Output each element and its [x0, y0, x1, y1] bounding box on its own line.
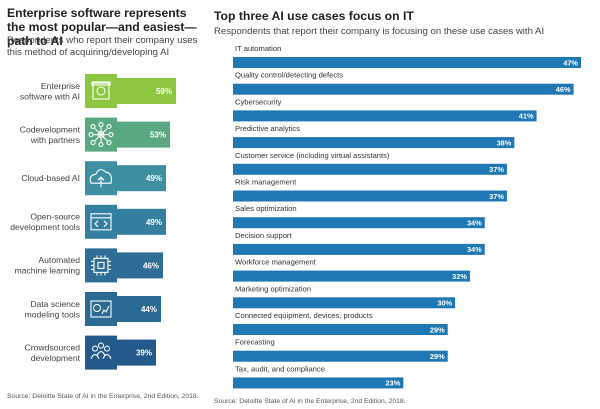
category-label: Risk management — [235, 178, 297, 187]
right-chart-subtitle: Respondents that report their company is… — [214, 26, 545, 37]
category-label: Forecasting — [235, 338, 275, 347]
bar — [233, 324, 448, 335]
category-label: Crowdsourced development — [25, 342, 81, 363]
processor-chip-icon — [85, 248, 117, 283]
bar — [233, 297, 456, 309]
value-label: 49% — [146, 218, 162, 227]
bar — [117, 339, 156, 366]
bar — [233, 377, 404, 389]
category-label: Marketing optimization — [235, 284, 311, 293]
bar — [117, 252, 163, 279]
category-label: Enterprise software with AI — [20, 81, 80, 102]
value-label: 59% — [156, 87, 172, 96]
value-label: 37% — [489, 165, 504, 174]
value-label: 46% — [143, 261, 159, 270]
left-chart-title: Enterprise software represents the most … — [7, 6, 197, 48]
bar — [233, 163, 507, 175]
category-label: Quality control/detecting defects — [235, 71, 343, 80]
value-label: 41% — [519, 112, 534, 121]
category-label: Cloud-based AI — [21, 173, 80, 183]
category-label: Workforce management — [235, 258, 317, 267]
category-label: Automated machine learning — [15, 255, 81, 276]
category-label: Sales optimization — [235, 204, 297, 213]
software-chip-icon — [85, 74, 117, 108]
bar — [117, 296, 161, 322]
bar — [117, 78, 176, 104]
value-label: 49% — [146, 174, 162, 183]
value-label: 38% — [497, 138, 512, 147]
category-label: IT automation — [235, 44, 281, 53]
value-label: 30% — [437, 299, 452, 308]
bar — [233, 83, 574, 95]
crowd-people-icon — [85, 335, 117, 370]
bar — [233, 57, 581, 68]
value-label: 23% — [386, 379, 401, 388]
category-label: Customer service (including virtual assi… — [235, 151, 390, 160]
bar — [117, 121, 170, 148]
category-label: Connected equipment, devices, products — [235, 311, 373, 320]
category-label: Tax, audit, and compliance — [235, 364, 325, 373]
value-label: 34% — [467, 219, 482, 228]
bar — [117, 165, 166, 192]
category-label: Codevelopment with partners — [20, 124, 81, 145]
category-label: Predictive analytics — [235, 124, 300, 133]
bar — [117, 208, 166, 235]
value-label: 29% — [430, 352, 445, 361]
left-bar-chart: Enterprise software with AI 59% Codevelopme… — [10, 74, 176, 370]
category-label: Data science modeling tools — [25, 299, 81, 320]
left-chart-subtitle: Respondents who report their company use… — [7, 35, 198, 58]
code-window-icon — [85, 204, 117, 239]
right-bar-chart: IT automation 47% Quality control/detectin… — [233, 44, 581, 389]
category-label: Cybersecurity — [235, 97, 282, 106]
bar — [233, 190, 507, 202]
right-chart-title: Top three AI use cases focus on IT — [214, 9, 414, 23]
bar — [233, 270, 470, 282]
value-label: 46% — [556, 85, 571, 94]
partners-network-icon — [85, 117, 117, 152]
value-label: 37% — [489, 192, 504, 201]
category-label: Open-source development tools — [10, 212, 80, 233]
cloud-upload-icon — [85, 161, 117, 196]
left-panel: Enterprise software represents the most … — [0, 0, 210, 409]
value-label: 53% — [150, 131, 166, 140]
data-science-chart-icon — [85, 292, 117, 326]
value-label: 32% — [452, 272, 467, 281]
bar — [233, 110, 537, 122]
value-label: 47% — [563, 58, 578, 67]
right-panel: Top three AI use cases focus on IT Respo… — [212, 0, 600, 409]
bar — [233, 217, 485, 229]
value-label: 29% — [430, 325, 445, 334]
value-label: 39% — [136, 349, 152, 358]
bar — [233, 137, 515, 149]
bar — [233, 350, 448, 362]
right-source-note: Source: Deloitte State of AI in the Ente… — [214, 398, 406, 405]
bar — [233, 243, 485, 255]
value-label: 34% — [467, 245, 482, 254]
category-label: Decision support — [235, 231, 292, 240]
left-source-note: Source: Deloitte State of AI in the Ente… — [7, 393, 199, 400]
value-label: 44% — [141, 305, 157, 314]
